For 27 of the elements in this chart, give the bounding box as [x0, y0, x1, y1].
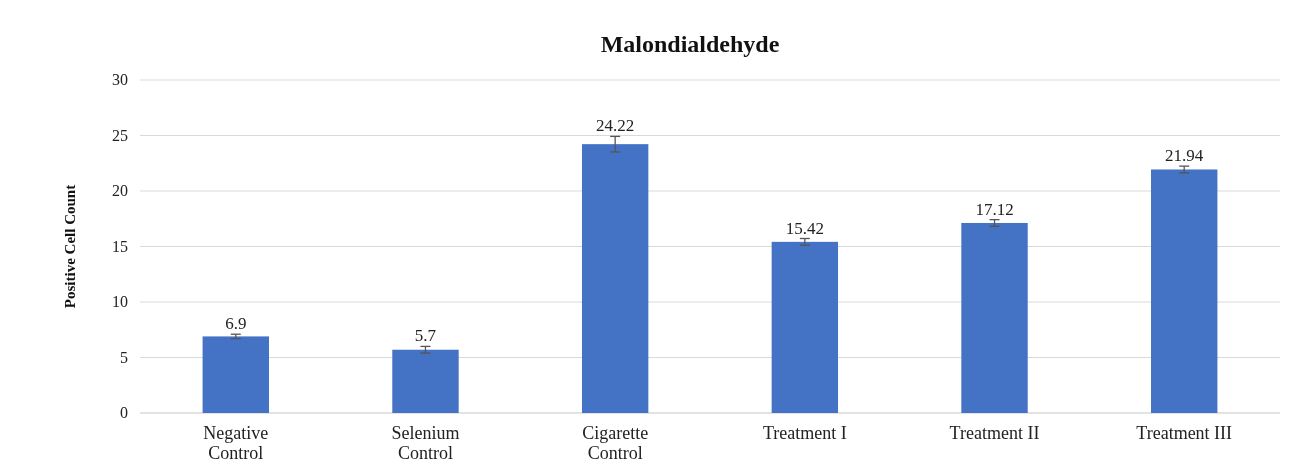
data-label: 21.94: [1165, 146, 1204, 166]
x-tick-label: Cigarette Control: [582, 423, 649, 463]
data-label: 5.7: [414, 326, 437, 346]
bar: [961, 222, 1028, 413]
x-tick-label: Negative Control: [203, 423, 269, 463]
chart-title: Malondialdehyde: [600, 31, 780, 57]
y-tick-label: 5: [120, 348, 128, 366]
x-tick-label: Selenium Control: [391, 423, 460, 463]
y-tick-label: 25: [112, 126, 128, 144]
data-label: 6.9: [225, 314, 247, 334]
bar: [202, 336, 269, 413]
data-label: 24.22: [596, 116, 635, 136]
bar: [1151, 169, 1218, 413]
y-tick-label: 10: [112, 293, 128, 310]
y-axis-title: Positive Cell Count: [62, 184, 78, 309]
x-tick-label: Treatment II: [949, 423, 1040, 443]
y-tick-label: 0: [120, 404, 128, 421]
bar: [581, 144, 649, 413]
y-tick-label: 20: [112, 182, 128, 199]
x-tick-label: Treatment III: [1136, 423, 1233, 443]
bar: [392, 349, 459, 413]
x-tick-label: Treatment I: [762, 423, 847, 443]
data-label: 17.12: [975, 199, 1014, 219]
y-tick-label: 15: [112, 237, 128, 255]
y-tick-label: 30: [112, 71, 128, 88]
bar: [771, 241, 839, 413]
data-label: 15.42: [785, 218, 824, 238]
